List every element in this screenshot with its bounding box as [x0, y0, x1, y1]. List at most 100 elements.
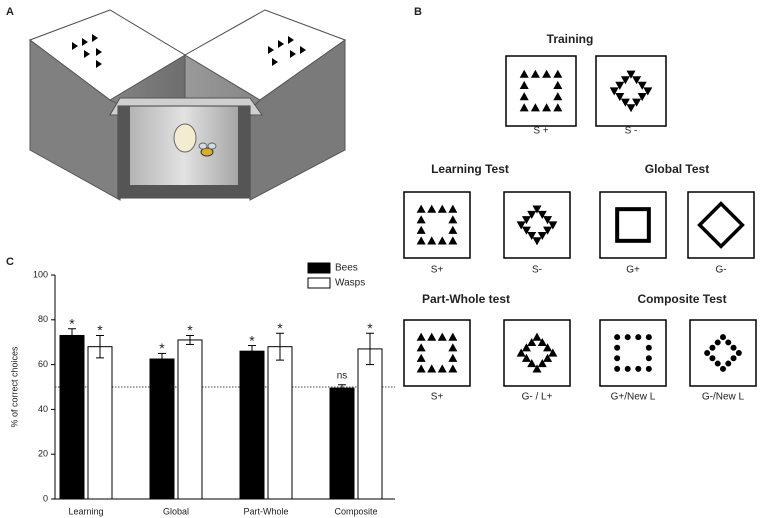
dot	[614, 344, 621, 351]
triangle	[521, 353, 531, 362]
stimulus-frame	[599, 191, 667, 259]
section-title: Training	[547, 32, 594, 46]
significance-label: *	[249, 332, 255, 348]
y-tick-label: 80	[38, 314, 48, 324]
bar	[177, 339, 203, 500]
triangle	[527, 359, 537, 368]
stimulus	[599, 319, 667, 387]
triangle	[543, 226, 553, 235]
stimulus-label: G+	[626, 265, 640, 276]
triangle	[448, 332, 458, 341]
triangle	[537, 359, 547, 368]
stimulus-frame	[599, 319, 667, 387]
stimulus-frame	[505, 55, 577, 127]
triangle	[448, 236, 458, 245]
triangle	[448, 225, 458, 234]
triangle	[427, 364, 437, 373]
stimulus	[503, 319, 571, 387]
triangle	[519, 103, 529, 112]
triangle	[532, 237, 542, 246]
stimulus-frame	[503, 319, 571, 387]
dot	[725, 339, 732, 346]
triangle	[542, 69, 552, 78]
y-tick-label: 20	[38, 449, 48, 459]
triangle	[416, 215, 426, 224]
y-tick-label: 0	[43, 493, 48, 503]
dot	[730, 344, 737, 351]
significance-label: *	[69, 315, 75, 331]
bar	[267, 346, 293, 500]
stimulus	[403, 319, 471, 387]
triangle	[543, 216, 553, 225]
y-axis-label: % of correct choices	[9, 346, 19, 428]
stimulus-frame	[503, 191, 571, 259]
triangle	[437, 204, 447, 213]
dot	[735, 350, 742, 356]
triangle	[416, 332, 426, 341]
triangle	[543, 353, 553, 362]
y-tick-label: 40	[38, 404, 48, 414]
stimulus	[595, 55, 667, 127]
stimulus	[689, 319, 757, 387]
triangle	[427, 236, 437, 245]
stimulus	[403, 191, 471, 259]
triangle	[537, 337, 547, 347]
stimulus-frame	[403, 191, 471, 259]
triangle	[516, 221, 526, 230]
triangle	[437, 364, 447, 373]
dot	[624, 334, 631, 341]
triangle	[620, 76, 630, 85]
dot	[645, 334, 652, 341]
legend-swatch	[307, 277, 331, 289]
triangle	[519, 80, 529, 89]
dot	[614, 365, 621, 372]
triangle	[615, 81, 625, 90]
triangle	[519, 92, 529, 101]
significance-label: *	[97, 322, 103, 338]
triangle	[527, 231, 537, 241]
dot	[709, 355, 716, 362]
triangle	[548, 221, 558, 230]
triangle	[532, 332, 542, 341]
triangle	[543, 343, 553, 352]
bar	[59, 334, 85, 500]
triangle	[537, 231, 547, 241]
stimulus-label: S +	[533, 126, 548, 137]
section-title: Global Test	[645, 162, 709, 176]
triangle	[548, 348, 558, 357]
y-tick-label: 100	[33, 269, 48, 279]
dot	[704, 350, 711, 356]
panel-label: A	[6, 6, 14, 18]
stimulus-label: S-	[532, 265, 542, 276]
triangle	[448, 204, 458, 213]
dot	[714, 339, 721, 346]
dot	[709, 344, 716, 351]
triangle	[521, 226, 531, 235]
triangle	[609, 87, 619, 96]
stimulus	[687, 191, 755, 259]
triangle	[542, 103, 552, 112]
significance-label: *	[367, 320, 373, 336]
bar	[357, 348, 383, 500]
stimulus-label: G-/New L	[702, 392, 745, 403]
stimulus-frame	[595, 55, 667, 127]
stimulus	[599, 191, 667, 259]
stimulus-label: G- / L+	[522, 392, 553, 403]
triangle	[626, 104, 636, 113]
legend-label: Bees	[335, 263, 358, 274]
triangle	[448, 343, 458, 352]
triangle	[626, 70, 636, 79]
x-tick-label: Part-Whole	[243, 506, 288, 516]
triangle	[537, 210, 547, 219]
triangle	[553, 69, 563, 78]
triangle	[553, 103, 563, 112]
triangle	[632, 98, 642, 107]
section-title: Learning Test	[431, 162, 509, 176]
significance-label: *	[159, 340, 165, 356]
triangle	[416, 343, 426, 352]
triangle	[530, 69, 540, 78]
bar	[149, 358, 175, 500]
dot	[624, 365, 631, 372]
bar	[239, 350, 265, 500]
